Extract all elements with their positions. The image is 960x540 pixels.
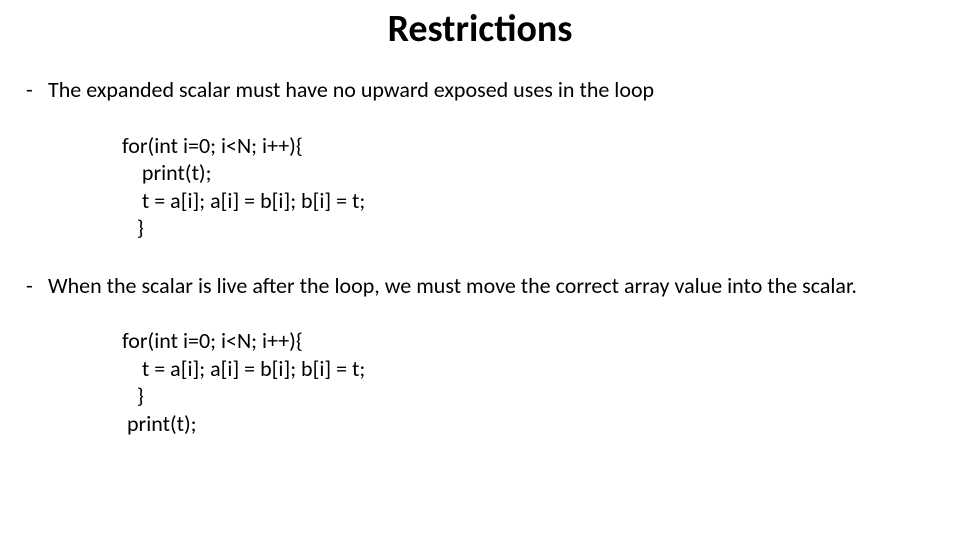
bullet-item: - The expanded scalar must have no upwar… — [22, 76, 938, 104]
bullet-dash: - — [22, 272, 48, 300]
bullet-text: When the scalar is live after the loop, … — [48, 272, 938, 300]
code-block: for(int i=0; i<N; i++){ print(t); t = a[… — [122, 132, 938, 242]
slide-title: Restrictions — [0, 0, 960, 52]
bullet-text: The expanded scalar must have no upward … — [48, 76, 938, 104]
bullet-dash: - — [22, 76, 48, 104]
code-block: for(int i=0; i<N; i++){ t = a[i]; a[i] =… — [122, 327, 938, 437]
slide-body: - The expanded scalar must have no upwar… — [0, 52, 960, 437]
bullet-item: - When the scalar is live after the loop… — [22, 272, 938, 300]
